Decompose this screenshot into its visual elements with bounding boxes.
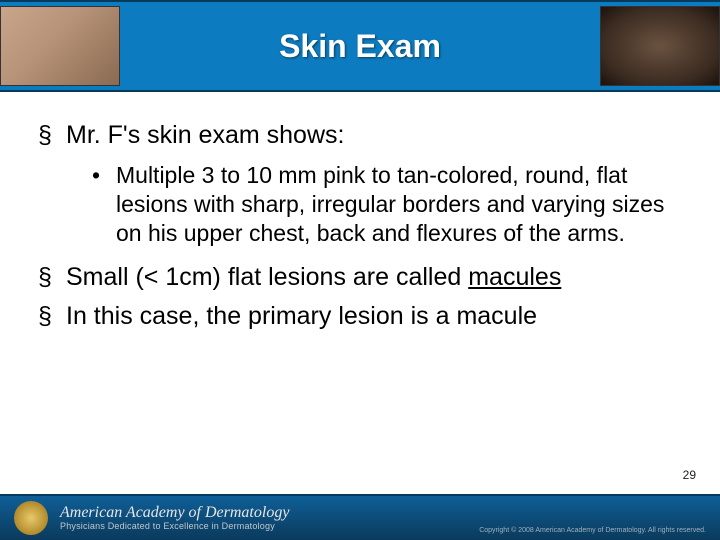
slide-title: Skin Exam: [120, 28, 600, 65]
aad-logo-icon: [14, 501, 48, 535]
footer-text-block: American Academy of Dermatology Physicia…: [60, 505, 289, 531]
bullet-text-underlined: macules: [468, 263, 561, 291]
bullet-text-pre: Small (< 1cm) flat lesions are called: [66, 263, 468, 291]
slide-body: Mr. F's skin exam shows: Multiple 3 to 1…: [0, 92, 720, 332]
header-photo-right: [600, 6, 720, 86]
footer-copyright: Copyright © 2008 American Academy of Der…: [479, 527, 706, 534]
header-photo-left: [0, 6, 120, 86]
slide-footer: American Academy of Dermatology Physicia…: [0, 494, 720, 540]
bullet-text: In this case, the primary lesion is a ma…: [66, 302, 537, 330]
footer-org-name: American Academy of Dermatology: [60, 505, 289, 522]
bullet-item: In this case, the primary lesion is a ma…: [38, 301, 682, 332]
footer-tagline: Physicians Dedicated to Excellence in De…: [60, 522, 289, 531]
bullet-list-level1: Mr. F's skin exam shows: Multiple 3 to 1…: [38, 120, 682, 332]
sub-bullet-text: Multiple 3 to 10 mm pink to tan-colored,…: [116, 162, 664, 246]
bullet-list-level2: Multiple 3 to 10 mm pink to tan-colored,…: [66, 161, 682, 247]
bullet-text: Mr. F's skin exam shows:: [66, 121, 344, 149]
bullet-item: Mr. F's skin exam shows: Multiple 3 to 1…: [38, 120, 682, 248]
page-number: 29: [683, 468, 696, 482]
sub-bullet-item: Multiple 3 to 10 mm pink to tan-colored,…: [80, 161, 682, 247]
bullet-item: Small (< 1cm) flat lesions are called ma…: [38, 262, 682, 293]
slide-header: Skin Exam: [0, 0, 720, 92]
